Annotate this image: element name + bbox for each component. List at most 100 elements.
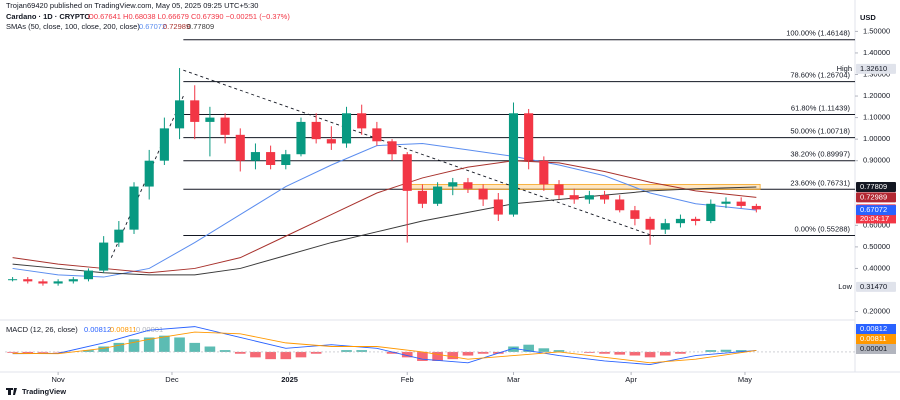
macd-hist	[538, 348, 550, 352]
x-tick-label: Mar	[507, 375, 520, 384]
fib-label: 38.20% (0.89997)	[790, 150, 850, 159]
macd-hist	[584, 351, 595, 353]
fib-label: 23.60% (0.76731)	[790, 178, 850, 187]
macd-hist	[113, 342, 125, 352]
macd-hist	[234, 351, 246, 354]
candle-body	[660, 223, 670, 230]
macd-hist	[189, 342, 201, 352]
macd-hist	[159, 335, 170, 352]
candle-body	[144, 160, 154, 187]
candle-body	[600, 195, 610, 200]
y-tick-label: 1.40000	[863, 48, 890, 57]
price-tag	[856, 63, 896, 74]
macd-hist	[720, 349, 732, 352]
price-tag-label: 1.32610	[860, 64, 887, 73]
candle-body	[387, 141, 397, 155]
macd-hist	[477, 351, 489, 354]
candle-body	[554, 184, 564, 196]
candle-body	[8, 279, 18, 281]
x-tick-label: Nov	[51, 375, 65, 384]
macd-hist	[614, 351, 626, 355]
candle-body	[630, 210, 640, 219]
candle-body	[357, 113, 367, 129]
y-tick-label: 0.60000	[863, 220, 890, 229]
macd-line	[12, 326, 757, 366]
candle-body	[99, 242, 109, 271]
candle-body	[524, 113, 534, 161]
macd-hist	[432, 351, 443, 361]
x-tick-label: Feb	[401, 375, 414, 384]
candle-body	[569, 195, 579, 200]
price-tag	[856, 281, 896, 292]
macd-hist	[553, 350, 565, 352]
candle-body	[266, 152, 276, 165]
candle-body	[478, 188, 488, 200]
candle-body	[281, 154, 291, 165]
macd-hist	[280, 351, 292, 360]
price-tag-name: Low	[838, 282, 852, 291]
logo: TradingView	[22, 387, 66, 396]
macd-hist	[22, 351, 34, 354]
macd-hist	[735, 350, 747, 352]
fib-label: 61.80% (1.11439)	[791, 103, 851, 112]
candle-body	[190, 100, 200, 122]
candle-body	[250, 152, 260, 161]
y-tick-label: 0.50000	[863, 242, 890, 251]
symbol: Cardano · 1D · CRYPTO	[6, 12, 90, 21]
countdown-bg	[856, 214, 896, 224]
candle-body	[539, 160, 549, 185]
candle-body	[508, 113, 519, 215]
candle-body	[645, 218, 655, 230]
candle-body	[235, 134, 245, 161]
macd-line	[12, 331, 757, 364]
sma-value: 0.72989	[163, 22, 190, 31]
candle-body	[296, 121, 306, 155]
candle-body	[433, 186, 443, 204]
y-tick-label: 1.30000	[863, 69, 890, 78]
candle-body	[463, 182, 473, 189]
macd-hist	[341, 350, 352, 352]
currency: USD	[860, 13, 876, 22]
candle-body	[721, 201, 731, 204]
fib-label: 78.60% (1.26704)	[790, 71, 850, 80]
macd-hist	[174, 337, 185, 352]
candle-body	[691, 218, 701, 222]
price-tag-label: 0.31470	[860, 282, 887, 291]
price-tag	[856, 192, 896, 203]
trendline	[183, 69, 655, 237]
price-tag-label: 0.72989	[860, 192, 887, 201]
macd-hist	[659, 351, 671, 356]
y-tick-label: 1.20000	[863, 91, 890, 100]
y-tick-label: 1.00000	[863, 134, 890, 143]
candle-body	[220, 117, 230, 135]
fib-label: 0.00% (0.55288)	[795, 224, 851, 233]
candle-body	[311, 121, 321, 140]
candle-body	[448, 182, 458, 187]
candle-body	[53, 281, 63, 284]
macd-hist	[675, 351, 686, 354]
y-tick-label: 0.20000	[863, 307, 890, 316]
candle-body	[159, 128, 169, 161]
candle-body	[23, 279, 33, 282]
macd-header-value: 0.00812	[84, 325, 111, 334]
candle-body	[326, 139, 336, 144]
publisher: Trojan69420 published on TradingView.com…	[6, 1, 258, 10]
price-tag	[856, 205, 896, 216]
sma-line	[12, 160, 757, 274]
macd-hist	[83, 350, 94, 352]
macd-hist	[219, 350, 231, 352]
candle-body	[114, 229, 124, 243]
candle-body	[341, 113, 352, 144]
macd-hist	[37, 351, 49, 353]
x-tick-label: May	[738, 375, 752, 384]
macd-hist	[128, 339, 140, 352]
candle-body	[417, 190, 427, 204]
candle-body	[68, 279, 78, 282]
macd-hist	[462, 351, 474, 356]
macd-hist	[401, 351, 413, 358]
macd-hist	[356, 350, 368, 352]
macd-hist	[599, 351, 610, 354]
macd-hist	[98, 346, 109, 352]
candle-body	[584, 195, 594, 200]
